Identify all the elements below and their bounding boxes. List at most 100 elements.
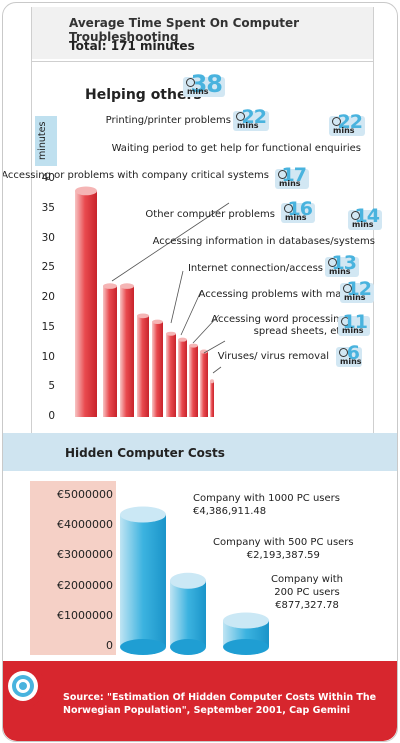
cost-y-tick-label: €4000000 <box>57 518 113 532</box>
value-badge: 12 mins <box>340 278 374 303</box>
y-axis-label-box: minutes <box>35 116 57 166</box>
category-label-internet: Internet connection/access <box>187 263 323 274</box>
clock-icon <box>328 258 337 267</box>
clock-icon <box>341 317 350 326</box>
y-tick-label: 15 <box>41 320 55 333</box>
time-bar <box>120 283 134 417</box>
value-badge: 13 mins <box>325 252 359 277</box>
value-unit: mins <box>285 213 307 222</box>
total-label: Total: 171 minutes <box>69 39 195 53</box>
value-unit: mins <box>344 293 366 302</box>
value-number: 12 <box>346 278 372 300</box>
value-number: 14 <box>354 205 380 227</box>
cost-label-1000: Company with 1000 PC users €4,386,911.48 <box>193 493 340 517</box>
value-badge: 22 mins <box>329 111 365 136</box>
category-label-printing: Printing/printer problems <box>105 115 231 126</box>
value-unit: mins <box>187 87 209 96</box>
leader-line <box>111 202 230 282</box>
y-tick-label: 5 <box>48 380 55 393</box>
leader-line <box>212 366 222 374</box>
time-bar <box>166 331 176 417</box>
time-bar <box>103 283 117 417</box>
value-number: 6 <box>346 342 360 364</box>
category-label-waiting-period: Waiting period to get help for functiona… <box>111 143 361 154</box>
value-unit: mins <box>340 357 362 366</box>
value-unit: mins <box>352 220 374 229</box>
clock-icon <box>284 204 293 213</box>
cost-y-axis-panel <box>30 481 116 655</box>
time-bar <box>200 349 208 417</box>
cost-bar <box>223 612 269 655</box>
y-tick-label: 0 <box>48 410 55 422</box>
value-number: 16 <box>287 198 313 220</box>
clock-icon <box>236 112 245 121</box>
value-unit: mins <box>333 126 355 135</box>
time-bar <box>152 319 163 417</box>
header-box <box>31 7 373 59</box>
value-number: 38 <box>190 70 223 98</box>
value-number: 22 <box>337 111 363 133</box>
y-tick-label: 30 <box>41 231 55 244</box>
value-unit: mins <box>279 179 301 188</box>
cost-label-500: Company with 500 PC users €2,193,387.59 <box>213 537 354 561</box>
clock-icon <box>186 78 195 87</box>
cost-bar <box>120 506 166 655</box>
leader-line <box>192 314 220 344</box>
time-bar <box>137 313 149 417</box>
category-label-critical-systems: Accessing or problems with company criti… <box>2 170 269 181</box>
value-number: 11 <box>342 311 368 333</box>
clock-icon <box>339 348 348 357</box>
y-tick-label: 25 <box>41 261 55 274</box>
value-badge: 17 mins <box>275 164 309 189</box>
category-label-databases: Accessing information in databases/syste… <box>152 236 375 247</box>
y-tick-label: 40 <box>41 172 55 184</box>
value-number: 17 <box>281 164 307 186</box>
cost-label-200: Company with 200 PC users €877,327.78 <box>271 574 343 611</box>
header-divider <box>31 61 373 62</box>
time-bar <box>210 379 214 417</box>
time-bar <box>75 186 97 417</box>
brand-logo-icon <box>3 664 45 708</box>
category-label-mail: Accessing problems with mail <box>198 289 347 300</box>
source-text: Source: "Estimation Of Hidden Computer C… <box>63 692 377 716</box>
y-tick-label: 20 <box>41 291 55 303</box>
hidden-costs-band <box>3 433 397 471</box>
category-label-word-processing: Accessing word processing, spread sheets… <box>211 314 349 337</box>
value-badge: 16 mins <box>281 198 315 223</box>
time-bar <box>178 337 187 417</box>
value-badge: 11 mins <box>338 311 370 336</box>
value-badge: 38 mins <box>183 70 225 98</box>
cost-y-tick-label: €1000000 <box>57 608 113 622</box>
value-badge: 22 mins <box>233 106 269 131</box>
source-footer <box>3 661 397 741</box>
leader-line <box>170 270 184 324</box>
time-bar-chart <box>75 186 230 417</box>
y-tick-label: 10 <box>41 350 55 363</box>
leader-line <box>203 340 226 354</box>
cost-bar <box>170 572 206 655</box>
cost-y-tick-label: €2000000 <box>57 578 113 592</box>
cost-bar-chart <box>120 506 269 655</box>
clock-icon <box>278 170 287 179</box>
value-unit: mins <box>237 121 259 130</box>
value-unit: mins <box>342 326 364 335</box>
value-badge: 14 mins <box>348 205 382 230</box>
cost-y-tick-label: €5000000 <box>57 488 113 501</box>
category-label-other-problems: Other computer problems <box>145 209 275 220</box>
value-badge: 6 mins <box>336 342 362 367</box>
value-unit: mins <box>329 267 351 276</box>
chart-title: Average Time Spent On Computer Troublesh… <box>69 16 300 44</box>
cost-y-tick-label: €3000000 <box>57 548 113 562</box>
clock-icon <box>343 284 352 293</box>
time-bar <box>189 343 198 417</box>
value-number: 13 <box>331 252 357 274</box>
cost-y-tick-label: 0 <box>106 639 113 652</box>
category-label-helping-others: Helping others <box>85 87 202 103</box>
leader-line <box>180 290 202 336</box>
clock-icon <box>332 117 341 126</box>
category-label-viruses: Viruses/ virus removal <box>217 351 329 362</box>
value-number: 22 <box>241 106 267 128</box>
clock-icon <box>351 211 360 220</box>
left-guide-line <box>31 7 32 433</box>
